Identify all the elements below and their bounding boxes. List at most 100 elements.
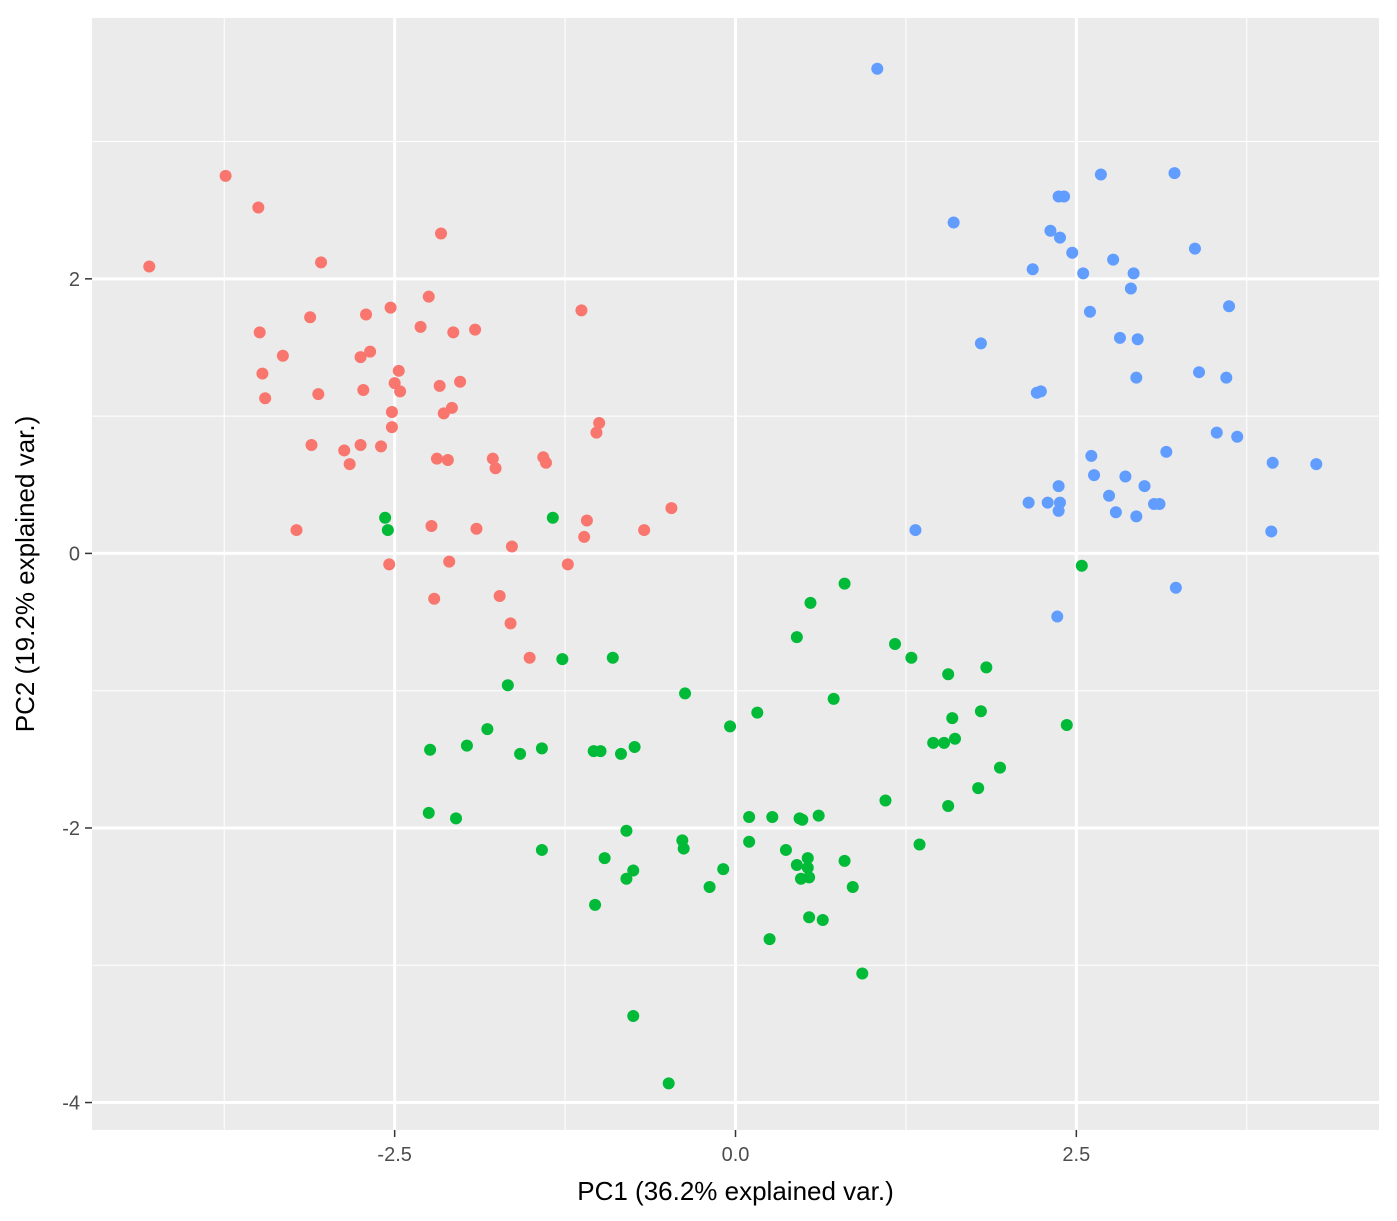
data-point-group-1 bbox=[343, 458, 356, 471]
data-point-group-2 bbox=[535, 843, 548, 856]
data-point-group-1 bbox=[523, 651, 536, 664]
data-point-group-2 bbox=[703, 881, 716, 894]
data-point-group-2 bbox=[677, 842, 690, 855]
x-tick-label: -2.5 bbox=[377, 1144, 411, 1166]
data-point-group-2 bbox=[535, 742, 548, 755]
data-point-group-2 bbox=[838, 854, 851, 867]
data-point-group-3 bbox=[1153, 497, 1166, 510]
data-point-group-2 bbox=[801, 852, 814, 865]
data-point-group-1 bbox=[486, 452, 499, 465]
data-point-group-2 bbox=[481, 723, 494, 736]
data-point-group-1 bbox=[392, 364, 405, 377]
data-point-group-2 bbox=[422, 806, 435, 819]
data-point-group-2 bbox=[556, 653, 569, 666]
data-point-group-2 bbox=[972, 782, 985, 795]
data-point-group-3 bbox=[1052, 480, 1065, 493]
data-point-group-3 bbox=[1077, 267, 1090, 280]
data-point-group-1 bbox=[256, 367, 269, 380]
data-point-group-1 bbox=[383, 558, 396, 571]
data-point-group-2 bbox=[913, 838, 926, 851]
data-point-group-2 bbox=[717, 863, 730, 876]
data-point-group-2 bbox=[980, 661, 993, 674]
data-point-group-3 bbox=[1103, 489, 1116, 502]
data-point-group-2 bbox=[460, 739, 473, 752]
x-tick-label: 0.0 bbox=[722, 1144, 750, 1166]
data-point-group-2 bbox=[589, 898, 602, 911]
data-point-group-1 bbox=[430, 452, 443, 465]
data-point-group-1 bbox=[253, 326, 266, 339]
data-point-group-3 bbox=[1124, 282, 1137, 295]
data-point-group-2 bbox=[424, 743, 437, 756]
x-axis: -2.5 0.0 2.5 bbox=[377, 1130, 1090, 1166]
data-point-group-2 bbox=[816, 913, 829, 926]
data-point-group-2 bbox=[948, 732, 961, 745]
data-point-group-1 bbox=[539, 456, 552, 469]
data-point-group-2 bbox=[763, 933, 776, 946]
data-point-group-3 bbox=[1223, 300, 1236, 313]
data-point-group-2 bbox=[1075, 559, 1088, 572]
data-point-group-1 bbox=[561, 558, 574, 571]
data-point-group-3 bbox=[1083, 305, 1096, 318]
y-axis-title: PC2 (19.2% explained var.) bbox=[10, 416, 40, 733]
data-points bbox=[143, 62, 1323, 1090]
data-point-group-3 bbox=[1119, 470, 1132, 483]
data-point-group-2 bbox=[846, 881, 859, 894]
data-point-group-2 bbox=[879, 794, 892, 807]
data-point-group-1 bbox=[364, 345, 377, 358]
data-point-group-1 bbox=[385, 406, 398, 419]
data-point-group-3 bbox=[871, 62, 884, 75]
data-point-group-2 bbox=[812, 809, 825, 822]
data-point-group-2 bbox=[790, 631, 803, 644]
data-point-group-2 bbox=[993, 761, 1006, 774]
data-point-group-1 bbox=[357, 384, 370, 397]
data-point-group-3 bbox=[1160, 445, 1173, 458]
data-point-group-3 bbox=[1266, 456, 1279, 469]
data-point-group-1 bbox=[441, 454, 454, 467]
data-point-group-1 bbox=[489, 462, 502, 475]
data-point-group-2 bbox=[942, 668, 955, 681]
y-tick-label: 2 bbox=[69, 269, 80, 291]
data-point-group-3 bbox=[909, 524, 922, 537]
data-point-group-1 bbox=[435, 227, 448, 240]
data-point-group-2 bbox=[803, 911, 816, 924]
data-point-group-1 bbox=[422, 290, 435, 303]
data-point-group-1 bbox=[312, 388, 325, 401]
data-point-group-2 bbox=[606, 651, 619, 664]
data-point-group-1 bbox=[290, 524, 303, 537]
data-point-group-2 bbox=[838, 577, 851, 590]
data-point-group-2 bbox=[751, 706, 764, 719]
data-point-group-2 bbox=[946, 712, 959, 725]
data-point-group-2 bbox=[938, 736, 951, 749]
data-point-group-2 bbox=[743, 835, 756, 848]
data-point-group-3 bbox=[1058, 190, 1071, 203]
data-point-group-2 bbox=[974, 705, 987, 718]
data-point-group-3 bbox=[1094, 168, 1107, 181]
data-point-group-1 bbox=[447, 326, 460, 339]
data-point-group-3 bbox=[1053, 231, 1066, 244]
data-point-group-3 bbox=[1130, 371, 1143, 384]
data-point-group-1 bbox=[580, 514, 593, 527]
data-point-group-2 bbox=[827, 692, 840, 705]
data-point-group-1 bbox=[304, 311, 317, 324]
data-point-group-3 bbox=[1088, 469, 1101, 482]
data-point-group-3 bbox=[1131, 333, 1144, 346]
data-point-group-1 bbox=[469, 323, 482, 336]
data-point-group-3 bbox=[1138, 480, 1151, 493]
data-point-group-1 bbox=[354, 438, 367, 451]
data-point-group-1 bbox=[360, 308, 373, 321]
data-point-group-1 bbox=[354, 351, 367, 364]
data-point-group-2 bbox=[594, 745, 607, 758]
data-point-group-3 bbox=[1193, 366, 1206, 379]
data-point-group-1 bbox=[665, 502, 678, 515]
data-point-group-2 bbox=[743, 810, 756, 823]
data-point-group-1 bbox=[470, 522, 483, 535]
data-point-group-3 bbox=[1022, 496, 1035, 509]
data-point-group-2 bbox=[598, 852, 611, 865]
data-point-group-1 bbox=[575, 304, 588, 317]
data-point-group-2 bbox=[627, 1010, 640, 1023]
data-point-group-1 bbox=[384, 301, 397, 314]
x-axis-title: PC1 (36.2% explained var.) bbox=[577, 1176, 894, 1206]
data-point-group-2 bbox=[942, 800, 955, 813]
data-point-group-3 bbox=[1041, 496, 1054, 509]
data-point-group-2 bbox=[766, 810, 779, 823]
